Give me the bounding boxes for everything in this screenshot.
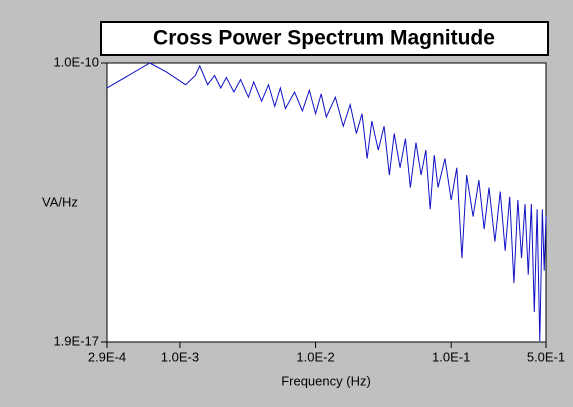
y-tick-label: 1.0E-10 xyxy=(53,54,99,69)
chart-title: Cross Power Spectrum Magnitude xyxy=(153,27,495,50)
title-box xyxy=(100,21,549,56)
data-line xyxy=(106,62,547,342)
plot-area xyxy=(106,62,547,343)
x-tick-label: 2.9E-4 xyxy=(88,349,126,364)
y-tick-label: 1.9E-17 xyxy=(53,333,99,348)
x-tick-label: 1.0E-3 xyxy=(161,349,199,364)
x-tick-label: 1.0E-1 xyxy=(432,349,470,364)
y-axis-label: VA/Hz xyxy=(42,194,78,209)
x-tick-label: 1.0E-2 xyxy=(296,349,334,364)
x-axis-label: Frequency (Hz) xyxy=(281,373,371,388)
x-tick-label: 5.0E-1 xyxy=(527,349,565,364)
